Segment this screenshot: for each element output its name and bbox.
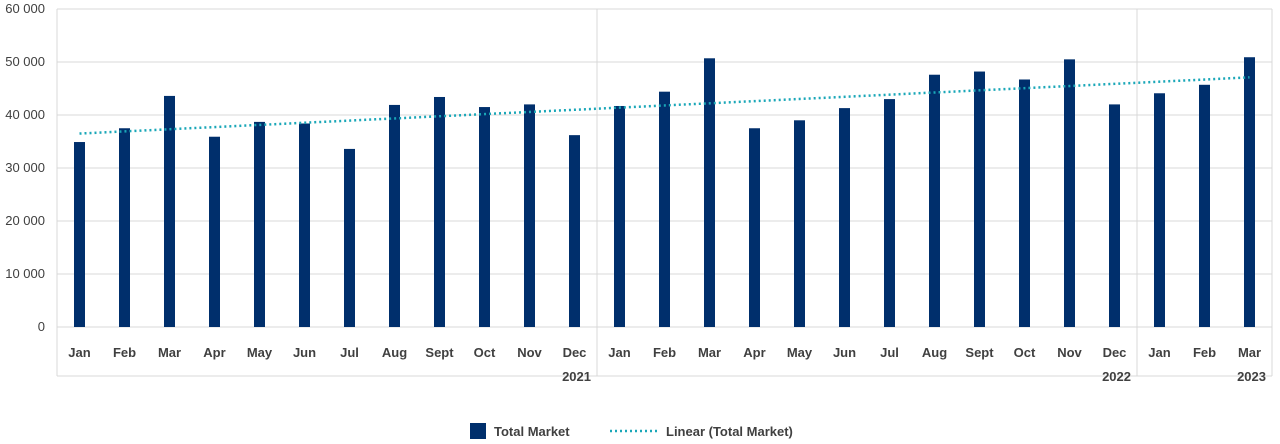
bar <box>1154 93 1165 328</box>
x-tick-label: Jul <box>880 345 899 360</box>
y-tick-label: 20 000 <box>5 213 45 228</box>
x-tick-label: Jul <box>340 345 359 360</box>
year-label: 2021 <box>562 369 591 384</box>
legend: Total Market Linear (Total Market) <box>470 423 793 439</box>
bar <box>254 121 265 327</box>
bar <box>929 74 940 327</box>
x-tick-label: Nov <box>517 345 542 360</box>
bar <box>1109 104 1120 328</box>
x-tick-label: Apr <box>203 345 225 360</box>
bar <box>749 128 760 327</box>
x-tick-label: Mar <box>1238 345 1261 360</box>
bar <box>389 104 400 328</box>
trendline-series <box>79 76 1250 135</box>
x-tick-label: Aug <box>382 345 407 360</box>
legend-label-linear: Linear (Total Market) <box>666 424 793 439</box>
y-axis-ticks: 0 10 000 20 000 30 000 40 000 50 000 60 000 <box>5 1 45 334</box>
y-tick-label: 0 <box>38 319 45 334</box>
legend-label-total-market: Total Market <box>494 424 570 439</box>
bar <box>74 142 85 327</box>
bar <box>1064 59 1075 327</box>
x-tick-label: Feb <box>653 345 676 360</box>
bar-series-total-market <box>74 57 1255 328</box>
bar <box>974 71 985 327</box>
year-label: 2023 <box>1237 369 1266 384</box>
bar <box>434 96 445 327</box>
bar <box>299 123 310 327</box>
bar <box>479 107 490 327</box>
x-tick-label: Jan <box>68 345 90 360</box>
bar <box>614 105 625 328</box>
x-tick-label: Apr <box>743 345 765 360</box>
legend-swatch-total-market <box>470 423 486 439</box>
x-tick-label: Dec <box>563 345 587 360</box>
x-tick-label: May <box>247 345 273 360</box>
x-tick-label: Dec <box>1103 345 1127 360</box>
bar <box>344 148 355 327</box>
x-tick-label: Sept <box>965 345 994 360</box>
x-tick-label: Feb <box>113 345 136 360</box>
x-tick-label: Jun <box>833 345 856 360</box>
bar <box>569 135 580 327</box>
x-tick-label: Nov <box>1057 345 1082 360</box>
y-tick-label: 40 000 <box>5 107 45 122</box>
bar <box>164 95 175 327</box>
x-tick-label: May <box>787 345 813 360</box>
y-tick-label: 50 000 <box>5 54 45 69</box>
bar <box>524 104 535 328</box>
bar <box>839 108 850 327</box>
y-tick-label: 60 000 <box>5 1 45 16</box>
x-tick-label: Mar <box>698 345 721 360</box>
x-tick-label: Sept <box>425 345 454 360</box>
bar <box>1199 84 1210 327</box>
x-tick-label: Jun <box>293 345 316 360</box>
x-tick-label: Jan <box>608 345 630 360</box>
trendline <box>79 76 1250 135</box>
x-tick-label: Jan <box>1148 345 1170 360</box>
bar <box>1244 57 1255 327</box>
bar <box>209 136 220 327</box>
x-tick-label: Feb <box>1193 345 1216 360</box>
bar <box>1019 79 1030 328</box>
y-tick-label: 10 000 <box>5 266 45 281</box>
x-axis: Jan Feb Mar Apr May Jun Jul Aug Sept Oct Nov Dec Jan… <box>68 345 1266 384</box>
year-label: 2022 <box>1102 369 1131 384</box>
bar <box>884 99 895 327</box>
bar <box>119 128 130 327</box>
x-tick-label: Aug <box>922 345 947 360</box>
y-tick-label: 30 000 <box>5 160 45 175</box>
x-tick-label: Oct <box>1014 345 1036 360</box>
bar <box>794 120 805 327</box>
x-tick-label: Oct <box>474 345 496 360</box>
bar <box>704 58 715 327</box>
x-tick-label: Mar <box>158 345 181 360</box>
bar <box>659 91 670 328</box>
